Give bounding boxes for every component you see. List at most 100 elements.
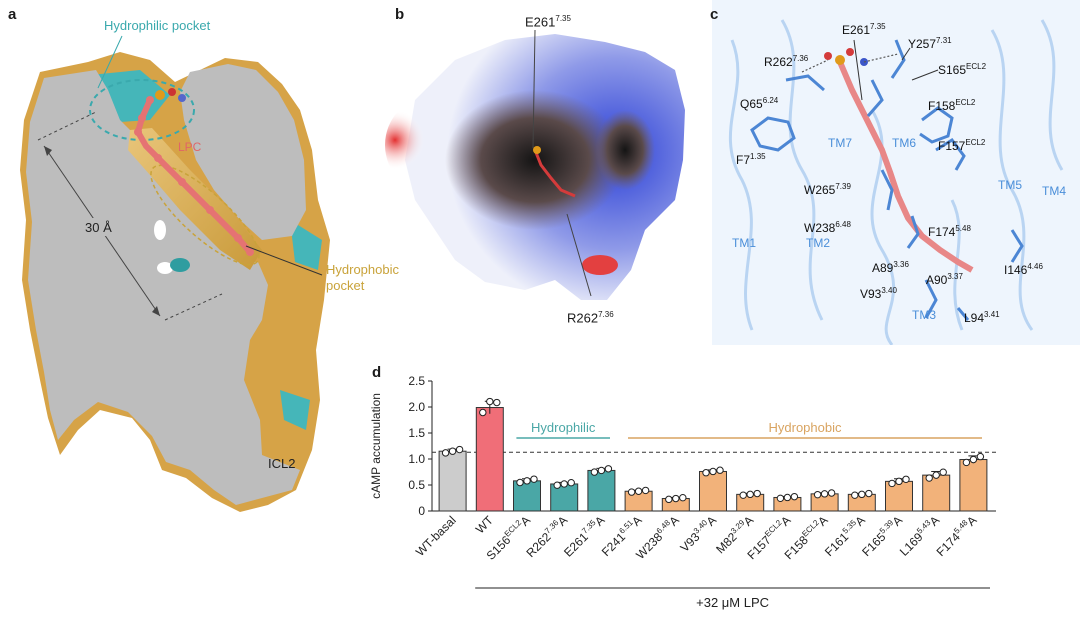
residue-number: 4.46 [1027,262,1043,271]
data-point [716,466,724,474]
y-tick-label: 1.5 [408,426,425,440]
residue-label: F157ECL2 [938,138,985,153]
data-point [865,489,873,498]
data-point [820,490,829,498]
distance-label: 30 Å [85,220,112,235]
data-point [560,480,568,488]
hydrophobic-pocket-label-1: Hydrophobic [326,262,399,277]
helix-label: TM6 [892,136,916,150]
cavity [157,262,173,274]
hydrophobic-pocket-outline [150,164,260,266]
residue-label: Q656.24 [740,96,778,111]
residue-label: L943.41 [964,310,1000,325]
e261-sup: 7.35 [555,14,571,23]
residue-number: 1.35 [750,152,766,161]
residue-number: 7.31 [936,36,952,45]
residue-name: A89 [872,261,894,275]
helix-label: TM3 [912,308,936,322]
hydrophilic-leader [97,35,123,89]
r262-label: R2627.36 [567,310,614,325]
y-tick-label: 2.5 [408,374,425,388]
residue-label: R2627.36 [764,54,808,69]
panel-d: d 0 0.5 1.0 1.5 2.0 2.5 cAMP accumulation WT-ba… [360,360,1080,614]
data-point [567,479,575,487]
y-axis-label: cAMP accumulation [369,393,383,499]
data-point [976,452,985,461]
residue-name: R262 [764,55,793,69]
dim-arrow-head-top [44,146,52,156]
side-chains [750,39,1024,321]
x-tick-label: WT-basal [413,513,459,559]
h-bonds [801,53,899,73]
residue-name: A90 [926,273,948,287]
x-tick-name: WT-basal [413,513,459,559]
residue-label: V933.40 [860,286,897,301]
panel-a: a Hydrophilic pocket LPC 30 Å Hydrophobi… [0,0,399,560]
data-point [932,471,940,479]
data-point [486,397,494,406]
y-tick-label: 2.0 [408,400,425,414]
panel-c: c E2617.35 R2627.36 Y2577.31 S165ECL2 F158EC… [710,0,1080,346]
bar [587,469,616,512]
residue-number: 6.48 [835,220,851,229]
residue-name: Q65 [740,97,763,111]
helix-label: TM2 [806,236,830,250]
treatment-label: +32 μM LPC [696,595,769,610]
data-point [746,490,754,499]
residue-label: E2617.35 [842,22,886,37]
bar [699,470,727,512]
data-point [702,469,710,477]
data-point [627,488,636,496]
group-label: Hydrophobic [769,420,842,435]
residue-number: ECL2 [966,62,987,71]
e261-leader [532,29,536,149]
panel-a-label: a [8,6,17,23]
residue-label: A903.37 [926,272,963,287]
residue-number: ECL2 [965,138,986,147]
icl2-label: ICL2 [268,456,296,471]
residue-number: ECL2 [955,98,976,107]
x-tick-label: F1655.39A [858,513,905,560]
bar [513,480,541,512]
data-point [709,467,717,476]
panel-b: b E2617.35 R2627.36 [385,0,705,340]
electrostatic-surface [385,29,685,300]
data-point [902,475,910,483]
x-tick-label: F1745.48A [933,513,980,560]
bar [438,450,467,512]
panel-b-label: b [395,6,405,23]
data-point [455,445,464,454]
residue-label: S165ECL2 [938,62,986,77]
residue-number: 5.48 [955,224,971,233]
residue-name: F7 [736,153,751,167]
data-point [441,449,450,457]
hydrophobic-pocket-label-2: pocket [326,278,365,293]
data-point [739,491,747,499]
residue-name: S165 [938,63,967,77]
data-point [969,455,978,464]
hydrophilic-pocket-label: Hydrophilic pocket [104,18,211,33]
residue-name: W265 [804,183,836,197]
data-point [813,490,822,499]
surface-rim-cyan-3 [280,390,310,430]
data-point [641,486,650,495]
residue-number: 3.36 [893,260,909,269]
residue-leaders [853,39,939,101]
data-point [895,477,903,486]
helix-label: TM7 [828,136,852,150]
negative-patch-2 [582,255,618,275]
residue-name: F174 [928,225,956,239]
data-point [530,475,538,483]
data-point [962,458,971,467]
residue-name: L94 [964,311,985,325]
x-tick-label: V933.40A [677,513,719,555]
protein-slice [26,70,300,505]
hydrophobic-leader [245,245,323,276]
dim-line-top [37,111,97,141]
residue-number: 3.40 [881,286,897,295]
ligand [533,149,576,198]
residue-name: W238 [804,221,836,235]
residue-label: F71.35 [736,152,766,167]
panel-c-label: c [710,6,719,23]
residue-name: E261 [842,23,871,37]
